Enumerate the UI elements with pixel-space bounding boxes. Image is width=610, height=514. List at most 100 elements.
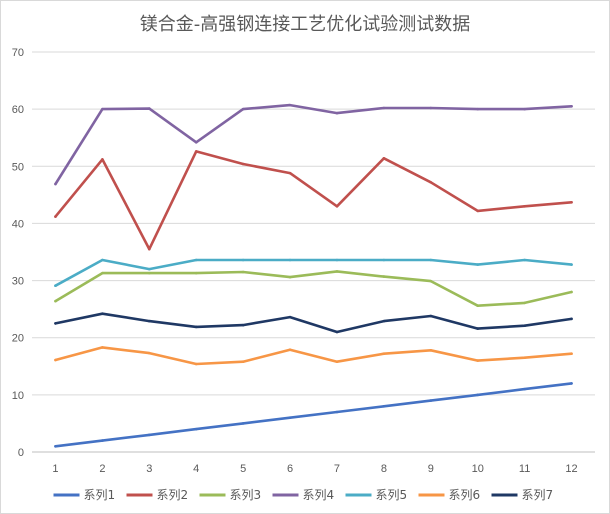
data-point	[476, 393, 480, 397]
data-point	[288, 103, 292, 107]
data-point	[570, 382, 573, 385]
data-point	[523, 258, 526, 262]
data-point	[288, 275, 292, 279]
data-point	[523, 107, 526, 111]
data-point	[194, 325, 198, 329]
data-point	[147, 271, 151, 275]
data-point	[476, 209, 480, 213]
data-point	[476, 304, 480, 308]
data-point	[147, 247, 151, 251]
data-point	[429, 279, 433, 283]
legend-item: 系列7	[491, 488, 554, 502]
data-point	[429, 258, 433, 262]
series-line	[54, 150, 573, 251]
data-point	[429, 348, 433, 352]
y-tick-label: 10	[12, 390, 24, 402]
data-point	[335, 204, 339, 208]
data-point	[147, 319, 151, 323]
data-point	[335, 410, 339, 414]
data-point	[476, 107, 480, 111]
series-7	[54, 312, 573, 334]
series-line	[54, 382, 573, 448]
series-6	[54, 346, 573, 366]
data-point	[476, 263, 480, 266]
data-point	[147, 351, 151, 355]
series-3	[54, 270, 573, 308]
x-tick-label: 5	[240, 463, 246, 475]
data-point	[382, 404, 386, 408]
data-point	[429, 399, 433, 402]
data-point	[54, 358, 57, 362]
data-point	[241, 270, 245, 274]
legend-label: 系列5	[376, 488, 408, 502]
data-point	[101, 258, 104, 262]
data-point	[54, 322, 57, 325]
data-point	[570, 200, 573, 204]
data-point	[101, 107, 104, 111]
x-tick-label: 8	[381, 463, 387, 475]
data-point	[382, 156, 386, 160]
data-point	[335, 360, 339, 364]
data-point	[335, 270, 339, 273]
data-point	[54, 284, 57, 288]
data-point	[194, 362, 198, 366]
data-point	[288, 348, 292, 352]
data-point	[241, 162, 245, 166]
data-point	[241, 107, 245, 111]
chart-title: 镁合金-高强钢连接工艺优化试验测试数据	[140, 14, 471, 35]
legend-item: 系列2	[126, 488, 189, 502]
legend-label: 系列7	[522, 488, 554, 502]
data-point	[382, 319, 386, 323]
data-point	[382, 258, 386, 262]
data-point	[194, 271, 198, 275]
x-axis-ticks: 1 2 3 4 5 6 7 8 9 10 11 12	[52, 463, 577, 475]
data-point	[241, 258, 245, 262]
legend-label: 系列6	[449, 488, 481, 502]
legend-item: 系列4	[272, 488, 335, 502]
x-tick-label: 1	[52, 463, 58, 475]
y-tick-label: 30	[12, 276, 24, 288]
legend-item: 系列6	[418, 488, 481, 502]
data-point	[429, 180, 433, 184]
legend-label: 系列1	[84, 488, 116, 502]
data-point	[101, 439, 104, 442]
data-point	[476, 327, 480, 330]
data-point	[288, 171, 292, 175]
data-point	[570, 290, 573, 294]
data-point	[194, 150, 198, 153]
legend-item: 系列1	[53, 488, 116, 502]
data-point	[241, 360, 245, 364]
x-tick-label: 6	[287, 463, 293, 475]
data-point	[335, 258, 339, 262]
data-point	[288, 258, 292, 262]
series-lines	[54, 103, 573, 448]
x-tick-label: 2	[99, 463, 105, 475]
data-point	[101, 312, 104, 316]
data-point	[288, 315, 292, 319]
data-point	[523, 356, 526, 360]
legend-item: 系列5	[345, 488, 408, 502]
legend-label: 系列3	[230, 488, 262, 502]
x-tick-label: 7	[334, 463, 340, 475]
data-point	[54, 299, 57, 303]
series-2	[54, 150, 573, 251]
data-point	[523, 204, 526, 208]
x-tick-label: 3	[146, 463, 152, 475]
data-point	[101, 158, 104, 161]
legend-label: 系列2	[157, 488, 189, 502]
data-point	[241, 422, 245, 425]
data-point	[429, 314, 433, 318]
x-tick-label: 10	[472, 463, 484, 475]
data-point	[54, 215, 57, 218]
series-5	[54, 258, 573, 288]
data-point	[54, 182, 57, 186]
data-point	[241, 323, 245, 327]
legend-label: 系列4	[303, 488, 335, 502]
data-point	[335, 111, 339, 115]
series-line	[54, 312, 573, 334]
x-tick-label: 9	[428, 463, 434, 475]
data-point	[382, 352, 386, 356]
series-line	[54, 258, 573, 288]
